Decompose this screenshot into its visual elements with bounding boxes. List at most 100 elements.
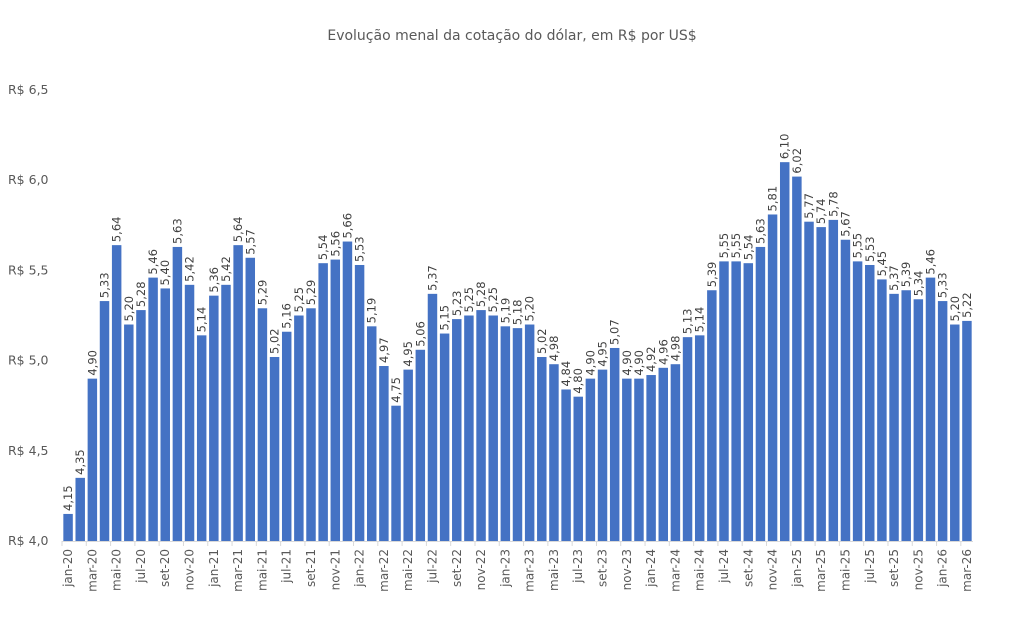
bar-jul-25 <box>865 264 875 541</box>
data-label: 5,25 <box>462 287 476 313</box>
data-label: 5,46 <box>923 249 937 275</box>
bar-jun-20 <box>124 324 134 541</box>
data-label: 5,42 <box>183 256 197 282</box>
bar-jan-23 <box>500 326 511 541</box>
bar-mai-22 <box>403 369 413 541</box>
bar-mar-22 <box>379 366 389 541</box>
bar-set-25 <box>889 293 899 541</box>
data-label: 5,64 <box>231 217 245 243</box>
y-tick-label: R$ 4,5 <box>8 443 49 458</box>
data-label: 5,36 <box>207 267 221 293</box>
x-tick-label: mai-22 <box>401 549 415 591</box>
x-tick-label: set-24 <box>741 549 755 587</box>
bars <box>63 162 972 542</box>
x-tick-label: jan-24 <box>644 549 658 588</box>
bar-mar-26 <box>962 320 972 541</box>
x-tick-label: jul-25 <box>863 549 877 584</box>
data-label: 4,84 <box>559 361 573 387</box>
data-label: 5,23 <box>450 290 464 316</box>
data-label: 5,55 <box>851 233 865 259</box>
x-tick-label: mar-26 <box>960 549 974 592</box>
bar-out-22 <box>464 315 474 541</box>
data-label: 5,54 <box>741 235 755 261</box>
bar-dez-23 <box>634 378 644 541</box>
data-label: 5,29 <box>304 280 318 306</box>
data-label: 5,28 <box>134 281 148 307</box>
data-label: 4,90 <box>583 350 597 376</box>
x-tick-label: jan-23 <box>498 549 512 588</box>
data-label: 5,37 <box>887 265 901 291</box>
bar-ago-20 <box>148 277 158 541</box>
bar-ago-24 <box>731 261 741 541</box>
data-label: 4,75 <box>389 377 403 403</box>
x-tick-label: jul-23 <box>571 549 585 584</box>
data-label: 5,18 <box>511 300 525 326</box>
data-label: 5,16 <box>280 303 294 329</box>
data-label: 4,90 <box>85 350 99 376</box>
data-label: 5,19 <box>498 298 512 324</box>
bar-fev-22 <box>367 326 377 541</box>
data-label: 4,92 <box>644 346 658 372</box>
x-tick-label: mai-20 <box>110 549 124 591</box>
x-tick-label: set-25 <box>887 549 901 587</box>
x-tick-label: mar-22 <box>377 549 391 592</box>
bar-mar-20 <box>87 378 98 541</box>
data-label: 5,02 <box>268 328 282 354</box>
data-label: 5,45 <box>875 251 889 277</box>
data-label: 5,55 <box>717 233 731 259</box>
bar-jun-24 <box>707 290 717 541</box>
data-label: 5,55 <box>729 233 743 259</box>
y-axis: R$ 4,0 R$ 4,5 R$ 5,0 R$ 5,5 R$ 6,0 R$ 6,5 <box>8 82 49 548</box>
data-label: 4,97 <box>377 337 391 363</box>
bar-abr-25 <box>828 219 839 541</box>
bar-fev-20 <box>75 477 85 541</box>
bar-jul-21 <box>281 331 292 541</box>
x-tick-label: set-22 <box>450 549 464 587</box>
data-label: 5,33 <box>98 272 112 298</box>
data-label: 5,40 <box>158 260 172 286</box>
data-label: 5,14 <box>693 307 707 333</box>
bar-jun-25 <box>852 261 863 541</box>
y-tick-label: R$ 6,5 <box>8 82 49 97</box>
x-tick-label: nov-21 <box>328 549 342 590</box>
bar-jun-22 <box>415 349 426 541</box>
data-label: 4,95 <box>401 341 415 367</box>
x-tick-label: mar-20 <box>85 549 99 592</box>
y-tick-label: R$ 6,0 <box>8 172 49 187</box>
bar-out-20 <box>172 246 183 541</box>
x-tick-label: mai-25 <box>838 549 852 591</box>
bar-abr-20 <box>99 301 110 541</box>
x-tick-label: nov-20 <box>183 549 197 590</box>
data-label: 4,98 <box>668 336 682 362</box>
x-tick-label: set-23 <box>596 549 610 587</box>
bar-mar-23 <box>524 324 535 541</box>
data-label: 4,90 <box>632 350 646 376</box>
data-label: 5,46 <box>146 249 160 275</box>
y-tick-label: R$ 5,5 <box>8 262 49 277</box>
data-label: 5,81 <box>766 186 780 212</box>
bar-mar-21 <box>233 245 243 542</box>
bar-fev-26 <box>950 324 960 541</box>
bar-jul-24 <box>719 261 729 541</box>
bar-set-24 <box>743 263 754 541</box>
data-label: 4,95 <box>596 341 610 367</box>
bar-jan-20 <box>63 513 73 541</box>
bar-ago-23 <box>585 378 596 541</box>
data-label: 5,25 <box>292 287 306 313</box>
x-tick-label: nov-22 <box>474 549 488 590</box>
data-label: 5,29 <box>255 280 269 306</box>
data-label: 5,28 <box>474 281 488 307</box>
data-label: 5,78 <box>826 191 840 217</box>
bar-ago-25 <box>877 279 887 541</box>
data-label: 5,54 <box>316 235 330 261</box>
data-label: 5,56 <box>328 231 342 257</box>
x-tick-label: jan-26 <box>936 549 950 588</box>
bar-nov-22 <box>476 310 486 541</box>
bar-jan-24 <box>646 375 656 541</box>
data-label: 4,80 <box>571 368 585 394</box>
data-label: 5,33 <box>936 272 950 298</box>
data-label: 5,37 <box>425 265 439 291</box>
bar-set-23 <box>597 369 608 541</box>
x-tick-label: jan-21 <box>207 549 221 588</box>
data-label: 5,14 <box>195 307 209 333</box>
